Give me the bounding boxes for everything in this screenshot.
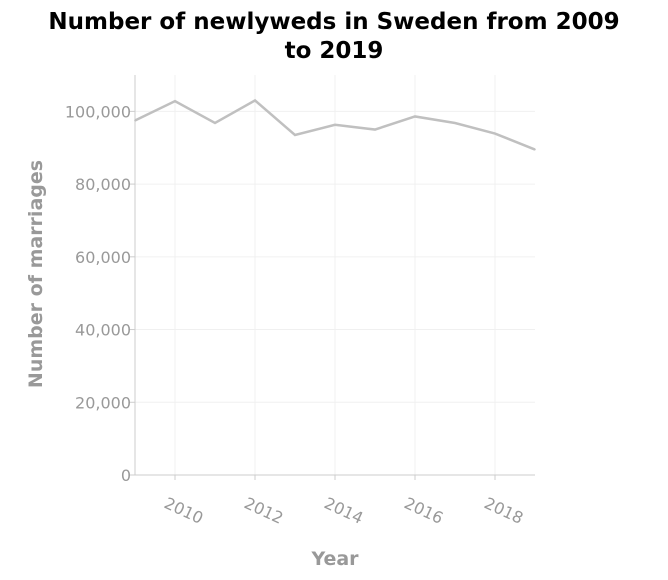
data-point: [294, 134, 296, 136]
data-point: [374, 128, 376, 131]
data-point: [334, 124, 336, 126]
x-tick-label: 2016: [401, 493, 446, 527]
data-point: [134, 119, 136, 122]
chart-title-line-2: to 2019: [284, 38, 384, 64]
data-point: [214, 122, 216, 124]
y-tick-label: 100,000: [65, 102, 131, 121]
y-axis-label: Number of marriages: [25, 160, 47, 388]
x-axis-label: Year: [310, 548, 359, 570]
data-point: [174, 100, 176, 102]
y-tick-label: 60,000: [75, 248, 131, 267]
x-tick-label: 2010: [161, 493, 206, 527]
x-tick-labels: 2010 2012 2014 2016 2018: [161, 475, 526, 528]
y-tick-label: 80,000: [75, 175, 131, 194]
data-point: [454, 122, 456, 124]
grid-lines: [135, 75, 535, 476]
chart-title: Number of newlyweds in Sweden from 2009 …: [0, 8, 668, 66]
data-point: [254, 99, 256, 102]
data-series: [134, 98, 536, 151]
y-tick-label: 20,000: [75, 393, 131, 412]
y-tick-labels: 0 20,000 40,000 60,000 80,000 100,000: [65, 102, 135, 485]
data-point: [494, 132, 496, 135]
x-tick-label: 2012: [241, 493, 286, 527]
chart-title-line-1: Number of newlyweds in Sweden from 2009: [48, 9, 620, 35]
x-tick-label: 2014: [321, 493, 366, 527]
data-point: [534, 148, 536, 151]
y-tick-label: 40,000: [75, 321, 131, 340]
data-point: [414, 115, 416, 118]
y-tick-label: 0: [121, 466, 131, 485]
x-tick-label: 2018: [481, 493, 526, 527]
